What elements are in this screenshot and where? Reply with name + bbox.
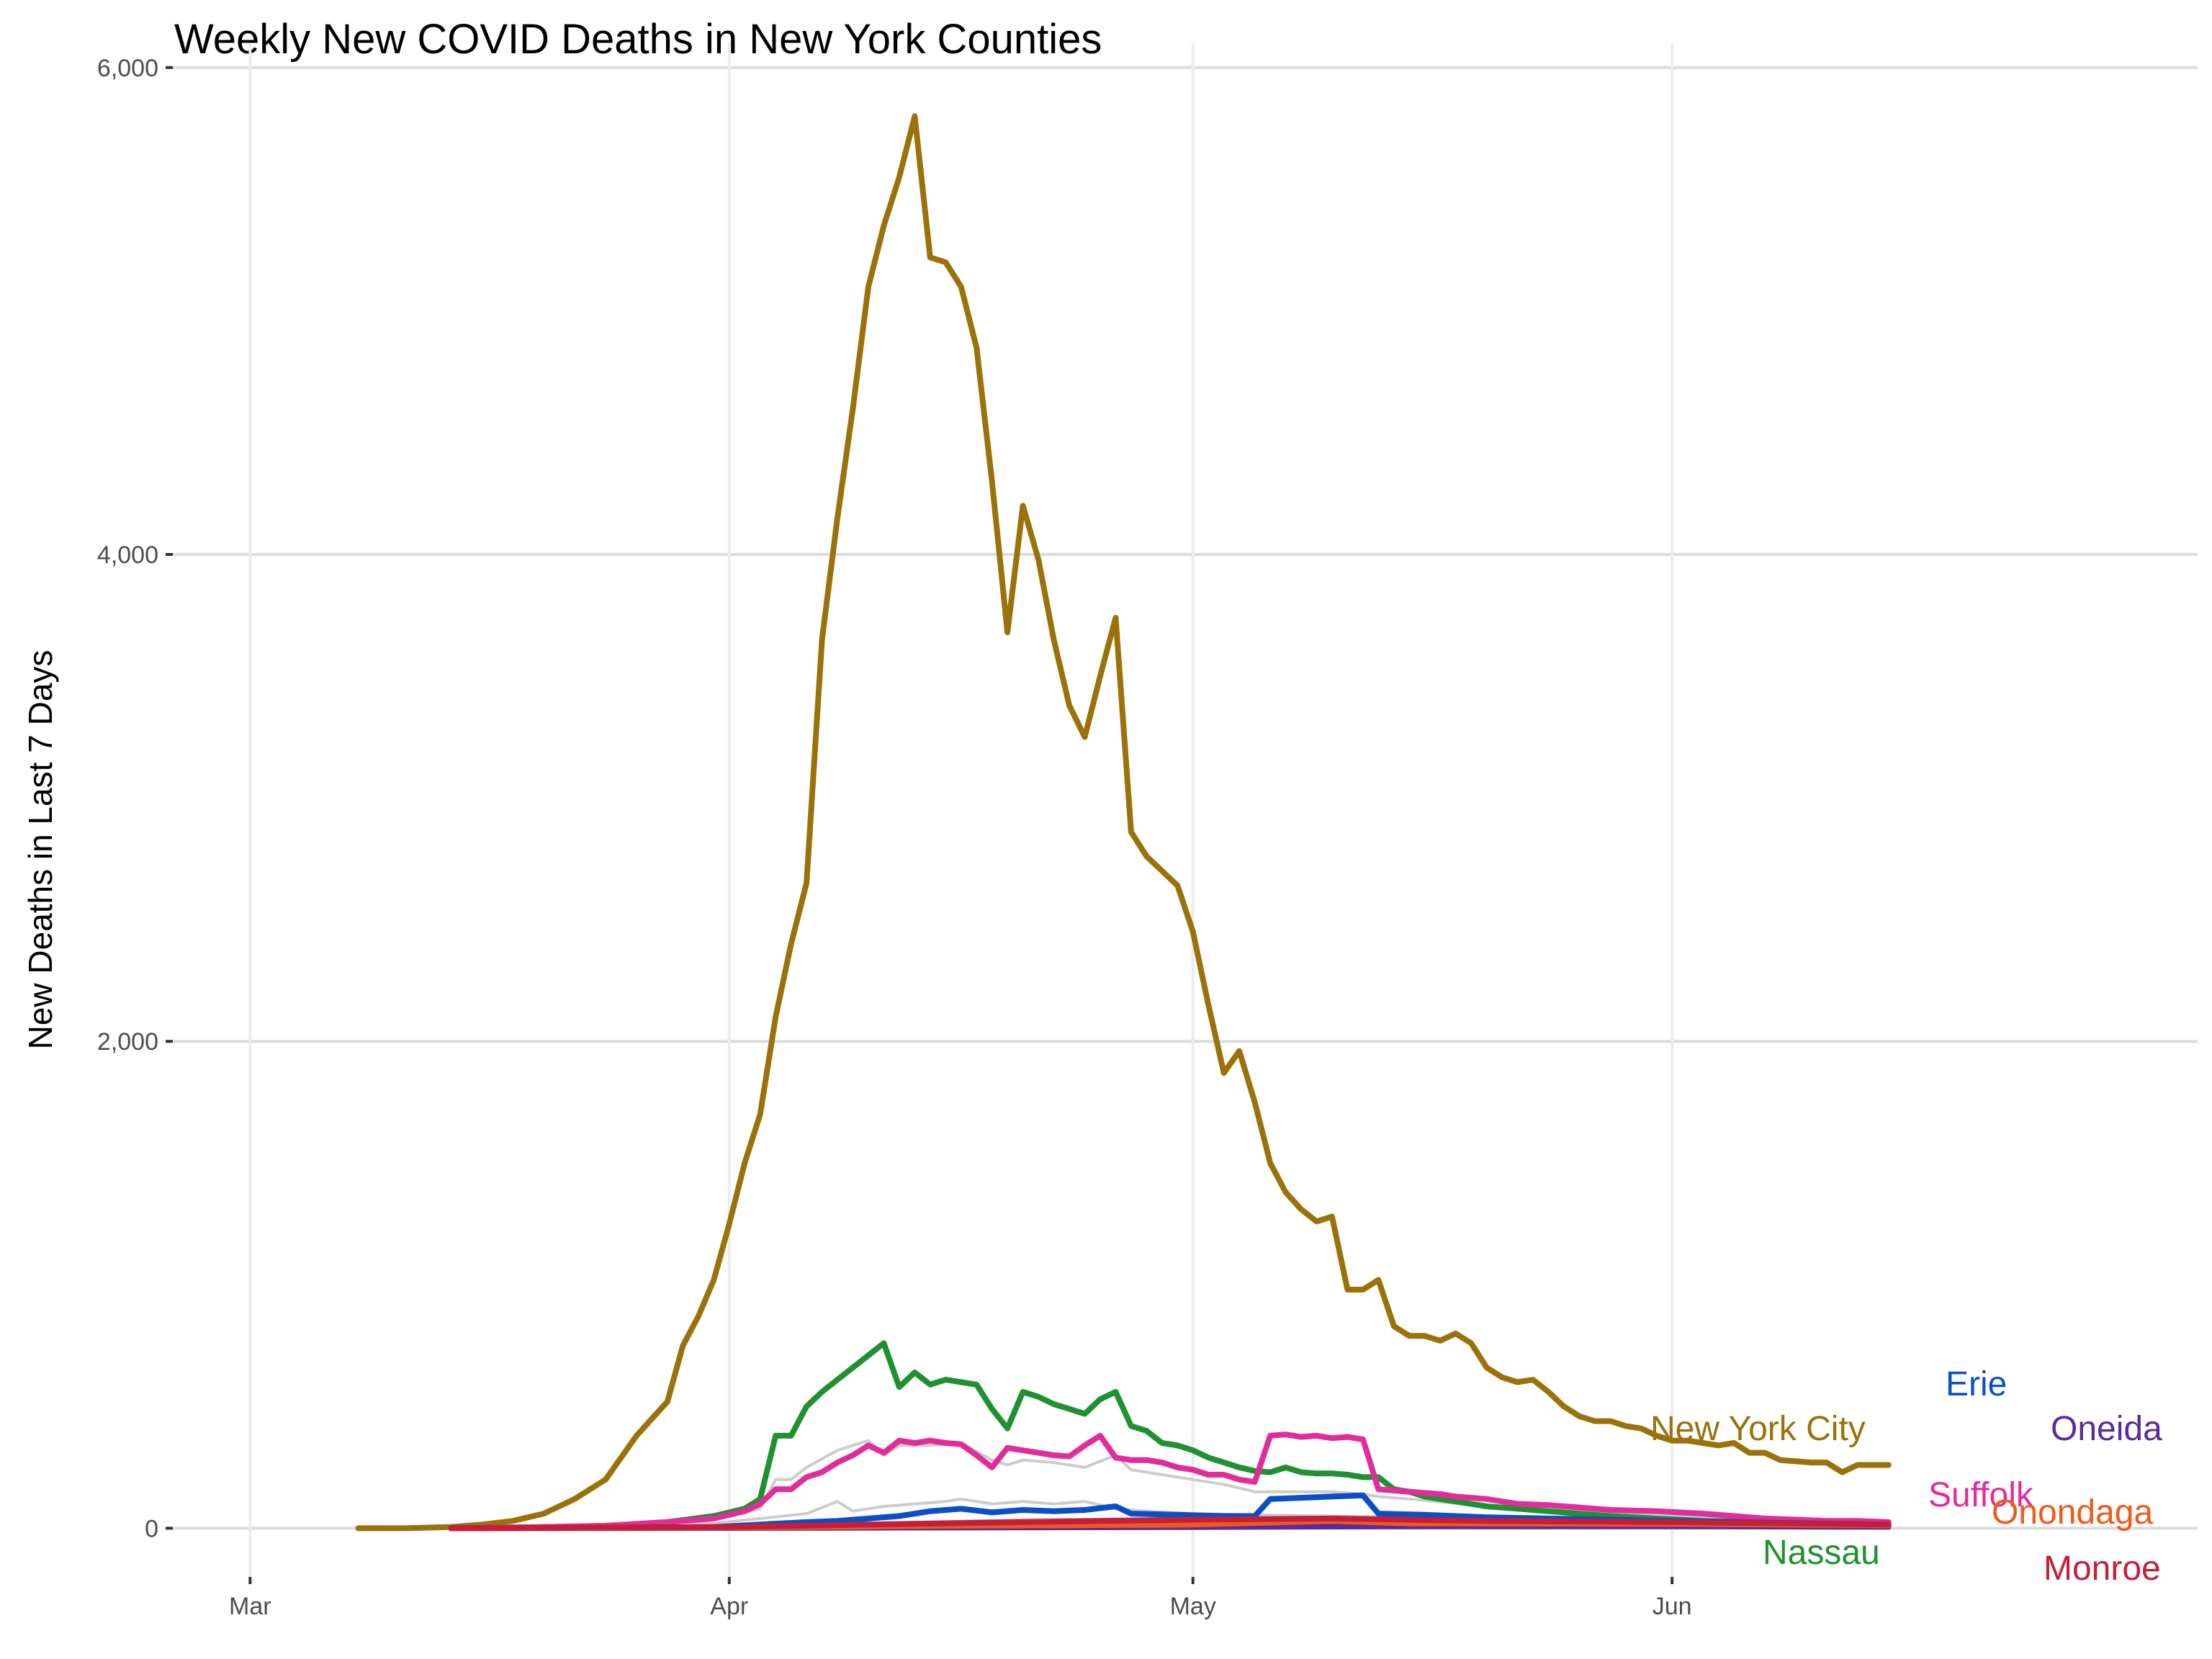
series-line-nassau [448, 1340, 1892, 1532]
series-labels: New York City Erie Oneida Suffolk Ononda… [1650, 1365, 2162, 1588]
label-erie: Erie [1946, 1365, 2007, 1403]
axis-ticks: 0 2,000 4,000 6,000 Mar Apr May Jun [97, 55, 1692, 1620]
label-suffolk: Suffolk [1928, 1476, 2034, 1514]
y-tick-label: 6,000 [97, 55, 158, 82]
y-tick-label: 2,000 [97, 1028, 158, 1056]
label-new-york-city: New York City [1650, 1410, 1866, 1448]
label-nassau: Nassau [1763, 1534, 1880, 1572]
series-lines [355, 113, 1892, 1532]
label-monroe: Monroe [2044, 1550, 2161, 1588]
label-onondaga: Onondaga [1992, 1493, 2154, 1532]
chart-title: Weekly New COVID Deaths in New York Coun… [174, 16, 1102, 63]
y-tick-label: 4,000 [97, 541, 158, 569]
x-tick-label: Jun [1653, 1593, 1692, 1620]
label-oneida: Oneida [2051, 1410, 2162, 1448]
x-tick-label: Apr [710, 1593, 748, 1620]
series-line-monroe [448, 1515, 1892, 1532]
x-tick-label: May [1170, 1593, 1216, 1620]
series-line-erie [448, 1492, 1892, 1532]
series-line-suffolk [448, 1431, 1892, 1532]
y-tick-label: 0 [145, 1515, 158, 1542]
y-axis-title: New Deaths in Last 7 Days [22, 650, 59, 1050]
series-line-other [449, 1439, 1890, 1530]
series-line-new-york-city [355, 113, 1892, 1532]
gridlines [173, 43, 2198, 1577]
x-tick-label: Mar [229, 1593, 271, 1620]
